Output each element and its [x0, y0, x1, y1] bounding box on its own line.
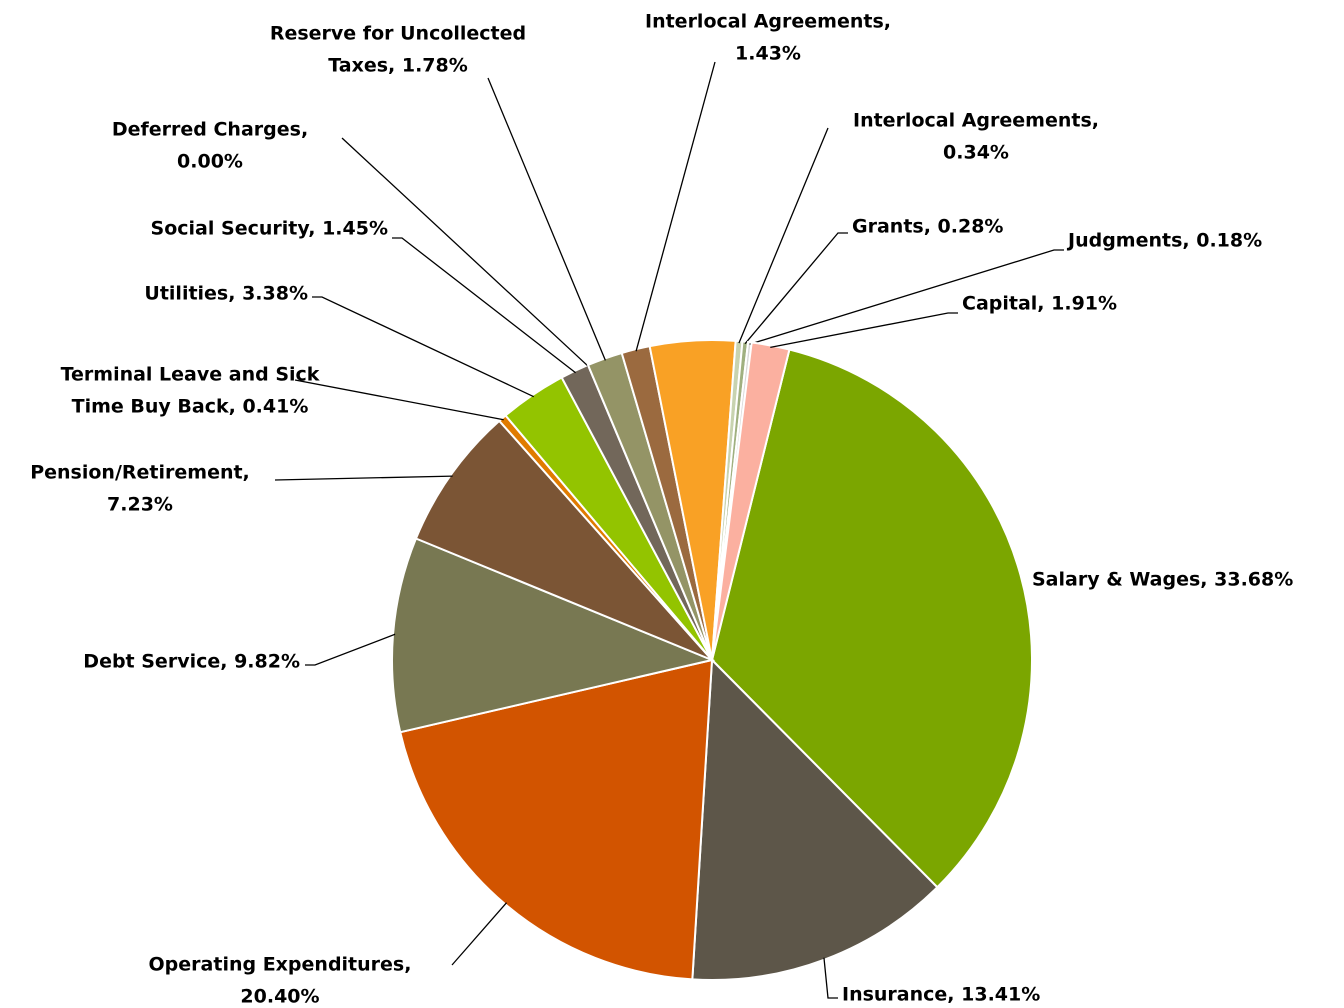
leader-line [312, 296, 535, 398]
data-label: 7.23% [107, 494, 173, 516]
data-label: Debt Service, 9.82% [83, 651, 300, 673]
leader-line [451, 902, 508, 966]
data-label: Taxes, 1.78% [328, 55, 468, 77]
leader-line [392, 237, 576, 374]
leader-line [305, 633, 396, 666]
data-label: Operating Expenditures, [149, 954, 412, 976]
data-label: 20.40% [240, 986, 319, 1008]
data-label: Interlocal Agreements, [853, 110, 1099, 132]
data-label: Reserve for Uncollected [270, 23, 526, 45]
leader-line [738, 127, 829, 344]
data-label: Grants, 0.28% [852, 216, 1003, 238]
data-label: Judgments, 0.18% [1066, 230, 1262, 252]
data-label: Terminal Leave and Sick [61, 364, 320, 386]
pie-slice [711, 341, 791, 661]
data-label: Deferred Charges, [112, 119, 308, 141]
data-label: 0.00% [177, 151, 243, 173]
data-label: Pension/Retirement, [30, 462, 250, 484]
leader-line [635, 61, 716, 352]
data-label: Salary & Wages, 33.68% [1032, 569, 1293, 591]
pie-slice [391, 537, 716, 734]
data-label: Utilities, 3.38% [144, 283, 308, 305]
pie-slice [414, 419, 713, 661]
leader-line [274, 475, 453, 481]
leader-line [487, 77, 606, 361]
leader-line [770, 312, 958, 349]
leader-line [744, 232, 848, 345]
pie-slice [710, 348, 1033, 889]
data-label: Interlocal Agreements, [645, 11, 891, 33]
data-label: Social Security, 1.45% [151, 218, 388, 240]
data-label: Insurance, 13.41% [842, 984, 1040, 1006]
leader-line [341, 137, 590, 368]
leader-line [823, 957, 838, 999]
data-label: Time Buy Back, 0.41% [72, 396, 309, 418]
data-label: 0.34% [943, 142, 1009, 164]
data-label: Capital, 1.91% [962, 293, 1117, 315]
leader-line [294, 379, 504, 421]
data-label: 1.43% [735, 43, 801, 65]
leader-line [749, 249, 1064, 345]
